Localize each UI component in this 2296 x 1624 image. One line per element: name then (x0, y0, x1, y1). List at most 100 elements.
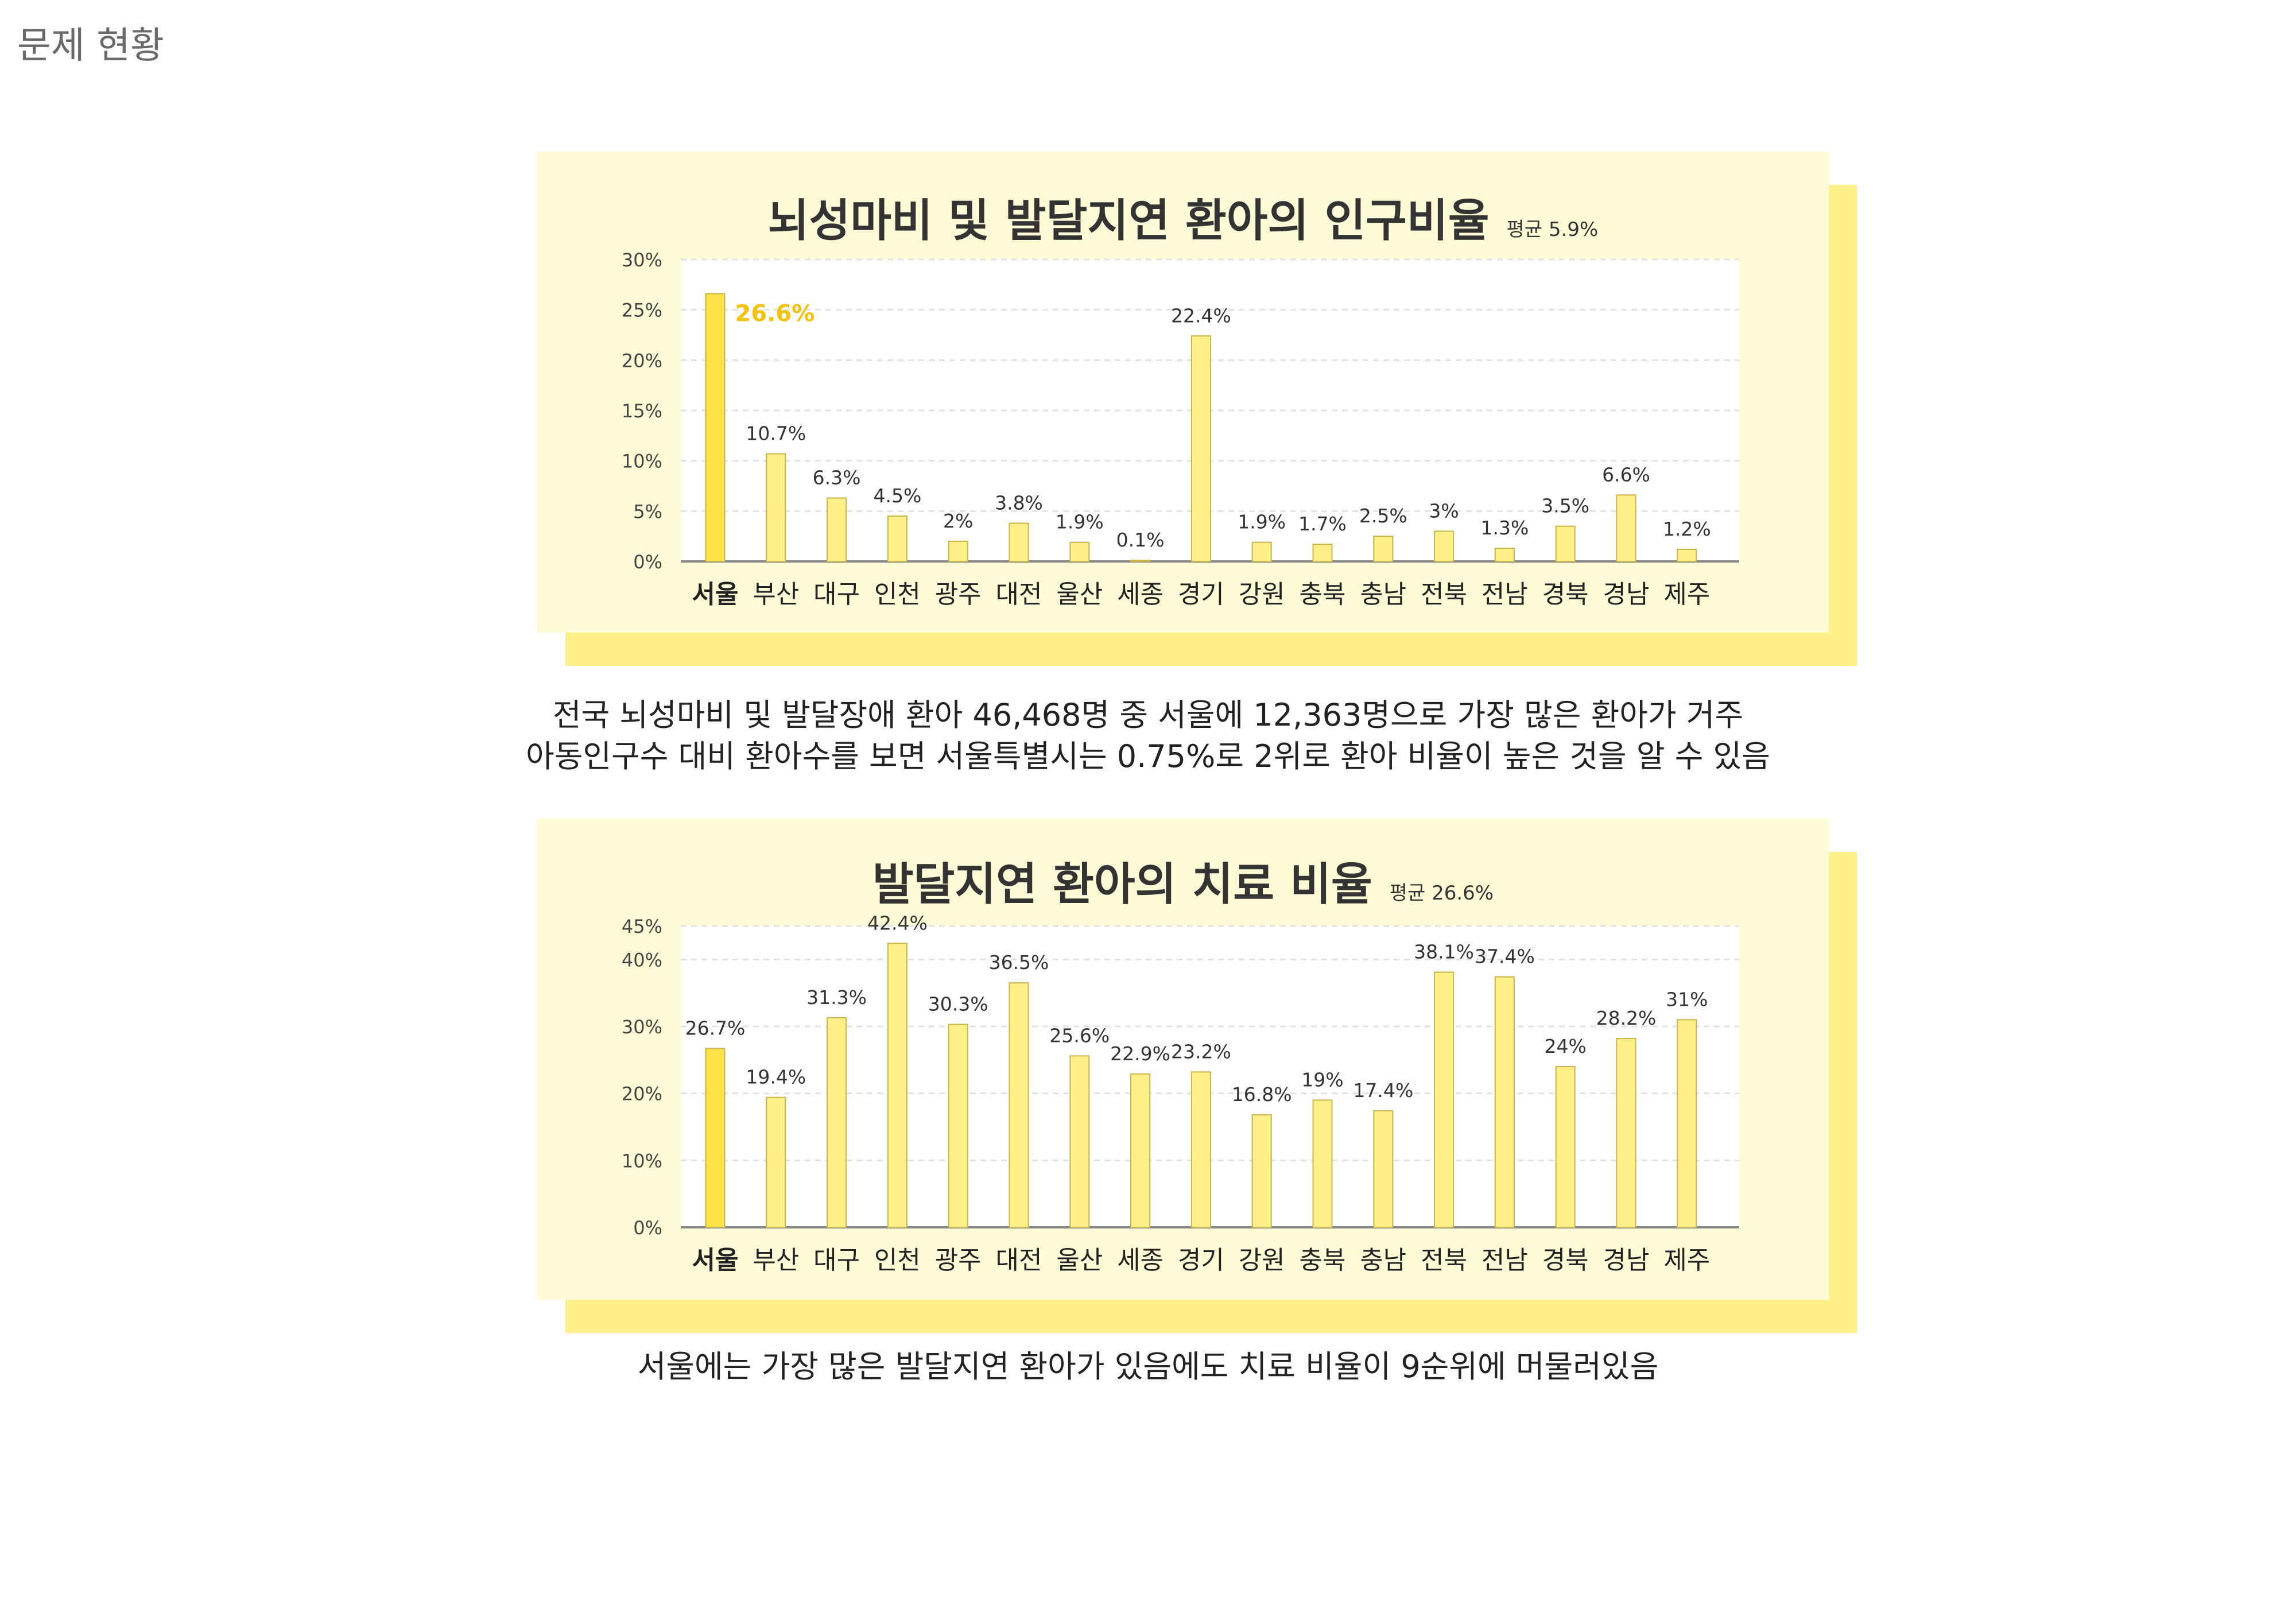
chart2-bar (948, 1024, 968, 1228)
chart2-category-label: 서울 (692, 1246, 739, 1275)
chart2-y-tick-label: 10% (622, 1150, 662, 1172)
chart1-category-label: 광주 (935, 580, 982, 609)
chart1-data-label: 2.5% (1359, 505, 1407, 527)
chart2-data-label: 31.3% (806, 986, 867, 1009)
chart2-bar (705, 1048, 726, 1228)
chart2-category-label: 광주 (935, 1246, 982, 1275)
chart2-bar (1373, 1110, 1394, 1228)
chart1-y-tick-label: 25% (622, 300, 662, 321)
chart1-category-label: 부산 (753, 580, 799, 609)
chart1-category-label: 인천 (874, 580, 921, 609)
chart2-bar (1190, 1071, 1211, 1228)
chart2-data-label: 42.4% (867, 912, 928, 934)
chart1-category-label: 강원 (1239, 580, 1285, 609)
chart1-bar (1251, 541, 1272, 562)
chart1-category-label: 경기 (1178, 580, 1224, 609)
caption2: 서울에는 가장 많은 발달지연 환아가 있음에도 치료 비율이 9순위에 머물러… (0, 1346, 2296, 1387)
chart1-y-tick-label: 0% (633, 551, 662, 573)
chart2-y-tick-label: 40% (622, 949, 662, 971)
chart2-data-label: 28.2% (1596, 1007, 1657, 1029)
chart1-category-label: 세종 (1117, 580, 1163, 609)
chart1-average-label: 평균 5.9% (1506, 218, 1599, 241)
chart2-data-label: 26.7% (685, 1017, 746, 1040)
chart1-data-label: 1.9% (1238, 511, 1286, 533)
chart1-bar (1009, 522, 1029, 563)
chart1-bar (1677, 548, 1697, 563)
chart2-data-label: 23.2% (1171, 1040, 1231, 1063)
chart1-y-tick-label: 20% (622, 350, 662, 371)
chart1-y-tick-label: 10% (622, 451, 662, 472)
chart2-category-label: 부산 (753, 1246, 799, 1275)
chart1-bar (827, 497, 847, 562)
chart2-bar (1251, 1114, 1272, 1228)
chart2-data-label: 19.4% (746, 1066, 806, 1088)
chart2-category-label: 제주 (1663, 1246, 1710, 1275)
chart1-bar (1555, 525, 1576, 563)
chart1-y-tick-label: 15% (622, 400, 662, 422)
caption2-line1: 서울에는 가장 많은 발달지연 환아가 있음에도 치료 비율이 9순위에 머물러… (637, 1348, 1659, 1385)
chart1-category-label: 경남 (1603, 580, 1650, 609)
chart1-category-label: 대구 (813, 580, 860, 609)
chart1-data-label: 22.4% (1171, 304, 1231, 327)
chart1-data-label: 4.5% (873, 485, 921, 507)
chart1-data-label: 1.2% (1663, 518, 1711, 540)
chart1-bar (1069, 541, 1090, 562)
chart1-data-label: 0.1% (1116, 529, 1165, 551)
chart2-category-label: 경남 (1603, 1246, 1650, 1275)
chart1-category-label: 전북 (1421, 580, 1467, 609)
chart2-y-tick-label: 20% (622, 1083, 662, 1105)
chart2-data-label: 19% (1301, 1068, 1343, 1091)
chart2-category-label: 충남 (1360, 1246, 1406, 1275)
chart1-bar (705, 293, 726, 562)
chart2-title-text: 발달지연 환아의 치료 비율 (872, 859, 1372, 910)
chart2-data-label: 36.5% (989, 951, 1049, 974)
chart1-bar (887, 516, 907, 562)
chart1-category-label: 대전 (996, 580, 1042, 609)
chart2-category-label: 전남 (1481, 1246, 1528, 1275)
chart2-bar (1009, 982, 1029, 1228)
chart2-bar (1677, 1019, 1697, 1228)
chart1-category-label: 전남 (1481, 580, 1528, 609)
chart1-data-label: 3.8% (995, 491, 1043, 514)
chart1-y-tick-label: 5% (633, 501, 662, 522)
chart2-category-label: 경기 (1178, 1246, 1224, 1275)
chart2-category-label: 충북 (1300, 1246, 1346, 1275)
chart2-category-label: 강원 (1239, 1246, 1285, 1275)
chart2-title: 발달지연 환아의 치료 비율 평균 26.6% (537, 848, 1829, 913)
chart1-y-tick-label: 30% (622, 249, 662, 271)
chart1-bar (1494, 548, 1515, 562)
chart1-data-label: 1.9% (1056, 511, 1104, 533)
chart2-bar (887, 943, 907, 1228)
chart1-bar (1434, 530, 1455, 563)
chart1-category-label: 경북 (1542, 580, 1589, 609)
chart1-category-label: 제주 (1663, 580, 1710, 609)
chart2-data-label: 16.8% (1232, 1083, 1292, 1106)
chart2-data-label: 25.6% (1049, 1024, 1110, 1047)
chart2-category-label: 인천 (874, 1246, 921, 1275)
chart2-data-label: 22.9% (1110, 1042, 1170, 1065)
chart1-category-label: 충북 (1300, 580, 1346, 609)
chart1-data-label: 3% (1429, 499, 1459, 522)
caption1-line2: 아동인구수 대비 환아수를 보면 서울특별시는 0.75%로 2위로 환아 비율… (526, 738, 1770, 774)
chart1-data-label: 6.6% (1602, 463, 1650, 486)
chart2-category-label: 대전 (996, 1246, 1042, 1275)
chart2-bar (1130, 1073, 1151, 1228)
chart2-y-tick-label: 0% (633, 1217, 662, 1239)
chart1-title: 뇌성마비 및 발달지연 환아의 인구비율 평균 5.9% (537, 185, 1829, 249)
chart1-bar (766, 453, 786, 562)
chart1-data-label: 2% (943, 510, 973, 532)
chart1-data-label: 10.7% (746, 422, 806, 444)
chart1-data-label: 3.5% (1541, 495, 1589, 517)
chart1-bar (1312, 544, 1333, 563)
chart2-bar (766, 1096, 786, 1228)
chart2-data-label: 37.4% (1475, 945, 1535, 968)
caption1: 전국 뇌성마비 및 발달장애 환아 46,468명 중 서울에 12,363명으… (0, 695, 2296, 777)
chart2-data-label: 24% (1545, 1035, 1587, 1057)
chart1-bar (948, 540, 968, 563)
chart1-category-label: 서울 (692, 580, 739, 609)
chart2-category-label: 전북 (1421, 1246, 1467, 1275)
chart2-bar (827, 1017, 847, 1228)
chart1-data-label: 26.6% (735, 301, 815, 327)
chart2-bar (1434, 971, 1455, 1228)
